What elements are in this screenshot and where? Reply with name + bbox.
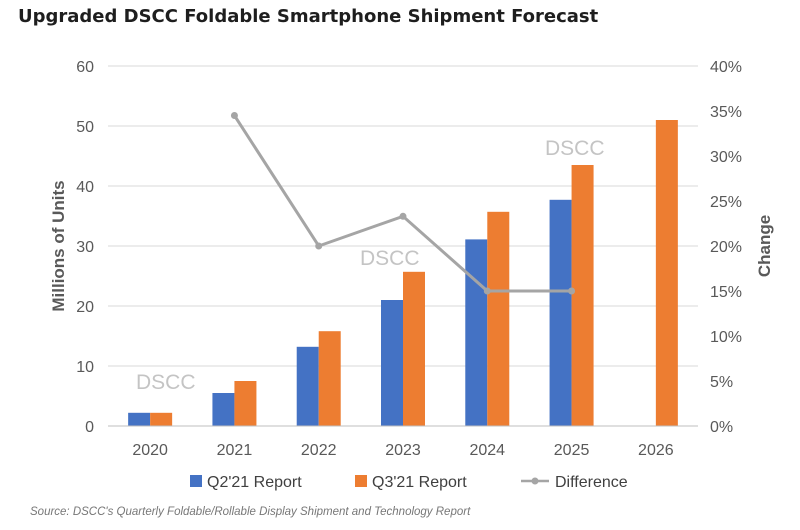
bar-q3-report — [403, 271, 425, 426]
x-tick-label: 2021 — [217, 442, 253, 459]
y2-tick-label: 35% — [710, 104, 742, 121]
watermark-dscc: DSCC — [136, 371, 196, 394]
bar-q2-report — [381, 300, 403, 426]
difference-point — [483, 287, 491, 295]
bar-q2-report — [549, 199, 572, 426]
bar-q2-report — [465, 239, 488, 426]
bar-q3-report — [487, 211, 510, 426]
x-tick-label: 2022 — [301, 442, 337, 459]
y2-tick-label: 0% — [710, 419, 733, 436]
difference-point — [315, 242, 323, 250]
y-tick-label: 0 — [85, 419, 94, 436]
difference-point — [399, 212, 407, 220]
y2-tick-label: 15% — [710, 284, 742, 301]
y2-tick-label: 5% — [710, 374, 733, 391]
legend-label-q2: Q2'21 Report — [207, 474, 302, 491]
chart-title: Upgraded DSCC Foldable Smartphone Shipme… — [18, 6, 599, 27]
difference-point — [568, 287, 576, 295]
y-tick-label: 50 — [76, 119, 94, 136]
y2-tick-label: 40% — [710, 59, 742, 76]
watermark-dscc: DSCC — [545, 137, 605, 160]
y-axis-title: Millions of Units — [49, 180, 68, 311]
y-tick-label: 30 — [76, 239, 94, 256]
y-tick-label: 60 — [76, 59, 94, 76]
legend-label-difference: Difference — [555, 474, 628, 491]
bar-q3-report — [234, 381, 257, 426]
y2-tick-label: 10% — [710, 329, 742, 346]
bar-q2-report — [296, 346, 319, 426]
y-tick-label: 20 — [76, 299, 94, 316]
watermark-dscc: DSCC — [360, 247, 420, 270]
x-tick-label: 2026 — [638, 442, 674, 459]
legend-swatch-q3 — [355, 475, 367, 487]
x-tick-label: 2020 — [132, 442, 168, 459]
y-tick-label: 40 — [76, 179, 94, 196]
legend-swatch-q2 — [190, 475, 202, 487]
legend-marker-difference — [531, 477, 539, 485]
bar-q3-report — [318, 331, 341, 426]
bar-q3-report — [571, 165, 594, 426]
bar-q2-report — [128, 412, 151, 426]
source-note: Source: DSCC's Quarterly Foldable/Rollab… — [30, 506, 471, 518]
y2-tick-label: 20% — [710, 239, 742, 256]
x-tick-label: 2025 — [554, 442, 590, 459]
y2-axis-title: Change — [755, 215, 774, 277]
bar-q3-report — [655, 120, 678, 426]
bar-q2-report — [212, 393, 235, 426]
y-tick-label: 10 — [76, 359, 94, 376]
x-tick-label: 2024 — [469, 442, 505, 459]
y2-tick-label: 30% — [710, 149, 742, 166]
x-tick-label: 2023 — [385, 442, 421, 459]
difference-point — [230, 112, 238, 119]
bar-q3-report — [150, 412, 173, 426]
y2-tick-label: 25% — [710, 194, 742, 211]
legend-label-q3: Q3'21 Report — [372, 474, 467, 491]
